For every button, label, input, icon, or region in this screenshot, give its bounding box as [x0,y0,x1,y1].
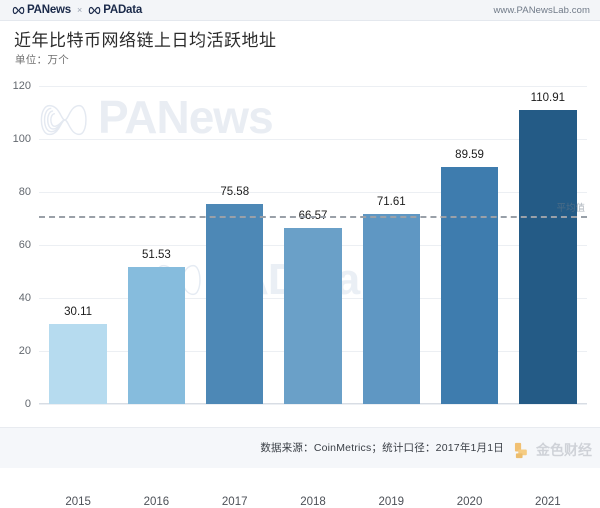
bar-group[interactable]: 110.91 [519,86,577,404]
footer-bar: 数据来源：CoinMetrics；统计口径：2017年1月1日 金色财经 [0,427,600,468]
site-url: www.PANewsLab.com [493,4,590,16]
plot-area: 0 20 40 60 80 100 120 30.11 51.53 75.58 66.57 71.6… [13,80,587,508]
bar[interactable] [49,324,107,404]
y-tick-label: 80 [18,186,31,198]
header-bar: PANews × PAData www.PANewsLab.com [0,0,600,21]
bar-value-label: 89.59 [455,148,484,161]
brand-group: PANews × PAData [12,4,142,16]
x-tick-label: 2018 [300,496,326,508]
x-tick-label: 2016 [143,496,170,508]
y-tick-label: 20 [18,345,31,357]
gridline [39,404,587,405]
bar-group[interactable]: 30.11 [49,86,107,404]
bar-value-label: 66.57 [298,209,328,222]
bar-value-label: 30.11 [64,306,93,319]
bar-group[interactable]: 66.57 [284,86,342,404]
brand-panews: PANews [12,4,71,16]
y-tick-label: 0 [24,398,31,410]
infinity-icon [12,6,25,15]
y-tick-label: 40 [18,292,31,304]
gridline [39,139,587,140]
jinse-logo-icon [514,441,533,460]
bar[interactable] [127,267,186,404]
bar-value-label: 110.91 [530,92,566,105]
gridline [39,86,587,87]
x-tick-label: 2021 [535,496,561,508]
bar-value-label: 51.53 [142,249,171,262]
bar-value-label: 71.61 [376,196,406,209]
bar-group[interactable]: 71.61 [362,86,421,404]
y-tick-label: 100 [12,133,31,145]
x-tick-label: 2019 [378,496,405,508]
y-tick-label: 120 [12,80,31,92]
bar-group[interactable]: 75.58 [205,86,264,404]
bar[interactable] [440,166,499,404]
infinity-icon-2 [88,6,101,15]
average-line-label: 平均值 [556,203,585,215]
bar[interactable] [519,110,577,404]
brand-padata-label: PAData [103,4,143,16]
y-tick-label: 60 [18,239,31,251]
average-dashed-line [39,216,587,219]
x-tick-label: 2020 [456,496,483,508]
bar-group[interactable]: 51.53 [127,86,186,404]
bar[interactable] [205,203,264,404]
page-title: 近年比特币网络链上日均活跃地址 [14,31,277,51]
brand-padata: PAData [88,4,142,16]
bar[interactable] [284,227,342,404]
bar[interactable] [362,214,421,404]
brand-panews-label: PANews [27,4,71,16]
unit-label: 单位：万个 [15,54,69,66]
gridline [39,192,587,193]
jinse-watermark: 金色财经 [514,440,592,460]
brand-separator: × [76,5,83,15]
x-tick-label: 2017 [221,496,248,508]
x-tick-label: 2015 [65,496,91,508]
bar-series: 30.11 51.53 75.58 66.57 71.61 89.59 110.91 [39,86,587,404]
bar-group[interactable]: 89.59 [440,86,499,404]
source-note: 数据来源：CoinMetrics；统计口径：2017年1月1日 [260,442,504,454]
jinse-watermark-label: 金色财经 [536,443,592,459]
bar-value-label: 75.58 [220,185,250,198]
